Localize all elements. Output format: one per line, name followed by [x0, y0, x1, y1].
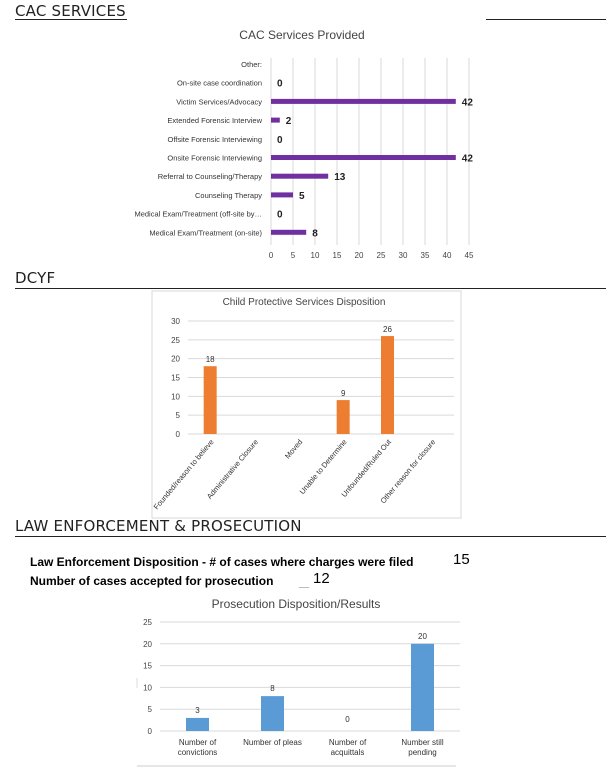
cac-category-label: Offsite Forensic Interviewing	[168, 135, 262, 144]
dcyf-bar	[381, 336, 394, 434]
prosecution-bar	[261, 696, 284, 731]
prosecution-category-label: Number still pending	[401, 738, 443, 757]
prosecution-tick-label: 5	[148, 705, 153, 714]
cac-bar	[271, 98, 456, 104]
dcyf-data-label: 26	[383, 325, 392, 334]
cac-data-label: 42	[462, 97, 474, 108]
prosecution-category-label: Number of acquittals	[329, 738, 367, 757]
prosecution-tick-label: 15	[143, 662, 152, 671]
section-rule-law	[15, 536, 606, 537]
prosecution-accepted-label: Number of cases accepted for prosecution	[30, 574, 274, 588]
dcyf-tick-label: 20	[171, 355, 180, 364]
prosecution-bar	[186, 717, 209, 731]
cac-tick-label: 25	[377, 251, 386, 260]
prosecution-category-label: Number of convictions	[178, 738, 218, 757]
cac-bar	[271, 117, 280, 123]
cac-category-label: Medical Exam/Treatment (on-site)	[149, 228, 262, 237]
cac-bar	[271, 229, 307, 235]
prosecution-data-label: 3	[195, 706, 200, 715]
prosecution-category-label: Number of pleas	[243, 738, 302, 747]
dcyf-data-label: 18	[206, 355, 215, 364]
dcyf-tick-label: 30	[171, 317, 180, 326]
dcyf-tick-label: 0	[176, 430, 181, 439]
section-title-law: LAW ENFORCEMENT & PROSECUTION	[15, 517, 302, 535]
cac-tick-label: 45	[465, 251, 474, 260]
cac-category-label: Medical Exam/Treatment (off-site by…	[134, 210, 262, 219]
cac-category-label: Onsite Forensic Interviewing	[167, 154, 262, 163]
section-rule-cac	[15, 19, 127, 20]
cac-category-label: Counseling Therapy	[195, 191, 262, 200]
prosecution-tick-label: 10	[143, 683, 152, 692]
cac-tick-label: 30	[399, 251, 408, 260]
dcyf-tick-label: 25	[171, 336, 180, 345]
cac-data-label: 0	[277, 79, 283, 90]
cac-data-label: 13	[334, 172, 346, 183]
cac-bar	[271, 173, 329, 179]
cac-data-label: 0	[277, 135, 283, 146]
prosecution-underline	[299, 587, 309, 588]
dcyf-tick-label: 10	[171, 392, 180, 401]
prosecution-data-label: 8	[270, 684, 275, 693]
cac-bar	[271, 155, 456, 160]
cac-tick-label: 35	[421, 251, 430, 260]
cac-tick-label: 20	[355, 251, 364, 260]
cac-data-label: 42	[462, 154, 474, 165]
dcyf-data-label: 9	[341, 389, 346, 398]
section-title-cac: CAC SERVICES	[15, 2, 126, 20]
dcyf-tick-label: 5	[176, 411, 181, 420]
section-rule-dcyf	[15, 288, 606, 289]
prosecution-tick-label: 25	[143, 618, 152, 627]
prosecution-data-label: 20	[418, 632, 427, 641]
prosecution-tick-label: 20	[143, 640, 152, 649]
cac-data-label: 0	[277, 210, 283, 221]
charges-filed-value: 15	[453, 551, 470, 568]
cac-data-label: 8	[312, 228, 318, 239]
prosecution-tick-label: 0	[148, 727, 153, 736]
dcyf-bar	[336, 400, 350, 434]
cac-category-label: On-site case coordination	[177, 79, 262, 88]
section-title-dcyf: DCYF	[15, 269, 56, 287]
cac-tick-label: 40	[443, 251, 452, 260]
prosecution-accepted-value: 12	[313, 570, 330, 587]
cac-category-label: Extended Forensic Interview	[167, 116, 262, 125]
cac-tick-label: 0	[269, 251, 274, 260]
cac-data-label: 2	[286, 116, 292, 127]
prosecution-bar	[411, 643, 434, 731]
cac-category-label: Other:	[241, 60, 262, 69]
prosecution-data-label: 0	[345, 715, 350, 724]
dcyf-tick-label: 15	[171, 374, 180, 383]
prosecution-chart-title: Prosecution Disposition/Results	[212, 597, 381, 611]
cac-category-label: Referral to Counseling/Therapy	[158, 172, 262, 181]
dcyf-chart-title: Child Protective Services Disposition	[223, 297, 386, 308]
dcyf-bar	[203, 366, 217, 434]
charges-filed-label: Law Enforcement Disposition - # of cases…	[30, 555, 414, 569]
cac-tick-label: 5	[291, 251, 296, 260]
cac-tick-label: 10	[311, 251, 320, 260]
cac-tick-label: 15	[333, 251, 342, 260]
dcyf-chart-frame	[151, 290, 462, 519]
section-rule-cac-right	[486, 19, 606, 20]
cac-bar	[271, 192, 293, 198]
cac-data-label: 5	[299, 191, 305, 202]
cac-chart-title: CAC Services Provided	[239, 28, 364, 42]
cac-category-label: Victim Services/Advocacy	[176, 97, 262, 106]
